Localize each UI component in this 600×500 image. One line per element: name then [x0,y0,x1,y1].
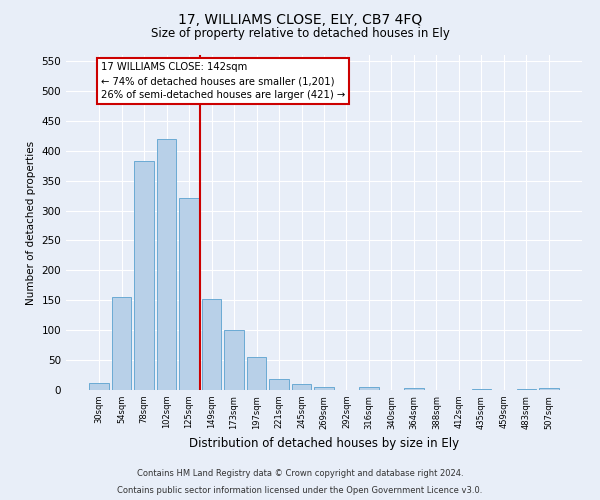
Bar [472,389,491,390]
Bar [247,357,266,390]
Text: 17 WILLIAMS CLOSE: 142sqm
← 74% of detached houses are smaller (1,201)
26% of se: 17 WILLIAMS CLOSE: 142sqm ← 74% of detac… [101,62,345,100]
Text: 17, WILLIAMS CLOSE, ELY, CB7 4FQ: 17, WILLIAMS CLOSE, ELY, CB7 4FQ [178,12,422,26]
Bar [314,387,334,390]
Bar [269,379,289,390]
Bar [157,138,176,390]
Bar [112,298,131,390]
Bar [179,198,199,390]
Bar [134,161,154,390]
Bar [359,387,379,390]
Y-axis label: Number of detached properties: Number of detached properties [26,140,36,304]
Bar [202,299,221,390]
Text: Contains HM Land Registry data © Crown copyright and database right 2024.: Contains HM Land Registry data © Crown c… [137,468,463,477]
Bar [292,384,311,390]
Bar [89,383,109,390]
Bar [224,330,244,390]
Bar [404,388,424,390]
Text: Contains public sector information licensed under the Open Government Licence v3: Contains public sector information licen… [118,486,482,495]
Text: Size of property relative to detached houses in Ely: Size of property relative to detached ho… [151,28,449,40]
X-axis label: Distribution of detached houses by size in Ely: Distribution of detached houses by size … [189,437,459,450]
Bar [539,388,559,390]
Bar [517,389,536,390]
